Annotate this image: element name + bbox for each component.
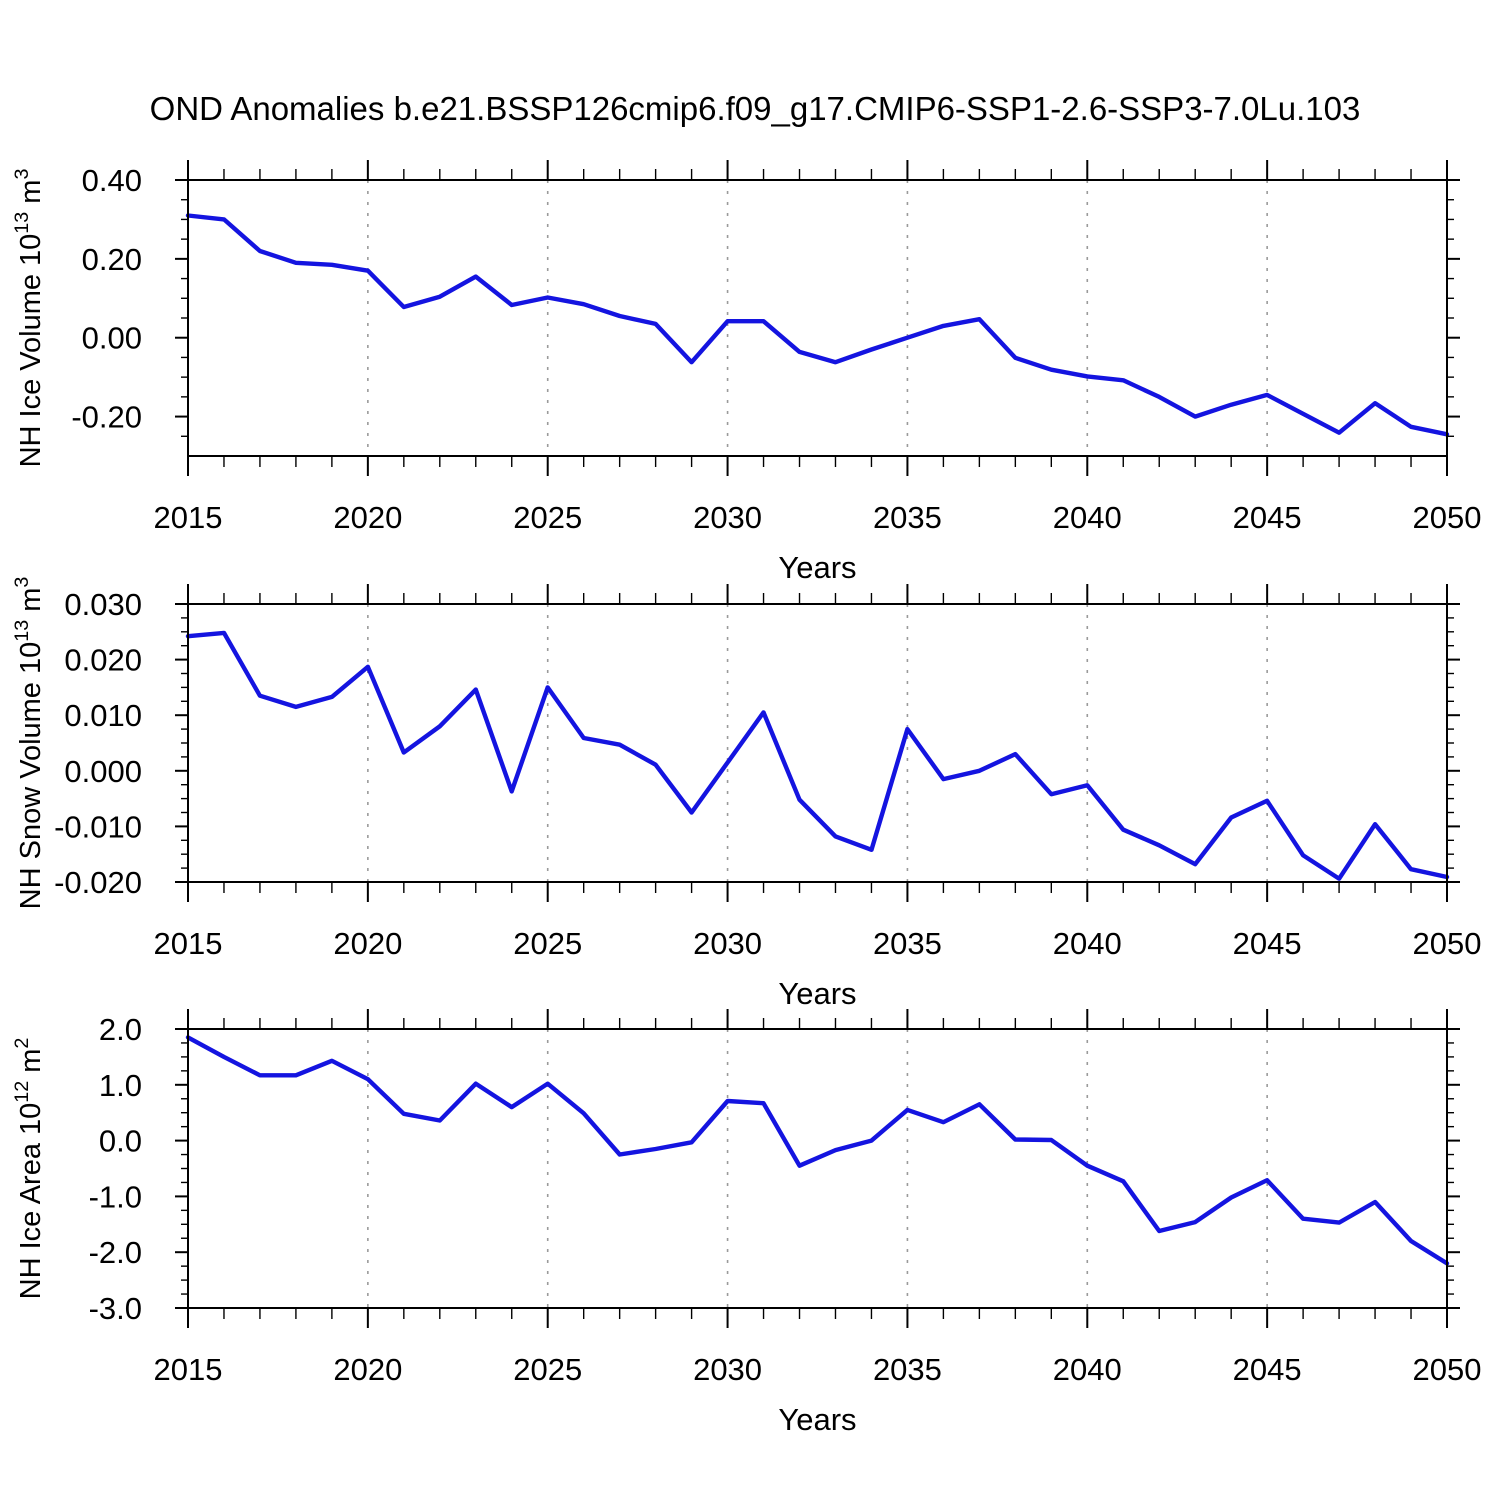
- plot-frame: [187, 603, 1448, 883]
- x-tick-label: 2030: [693, 926, 762, 961]
- x-tick-label: 2050: [1413, 1352, 1482, 1387]
- nh-ice-volume-line: [185, 213, 1450, 437]
- nh-snow-volume-line: [185, 630, 1450, 881]
- panel-nh-snow-volume: 2015 2020 2025 2030 2035 2040 2045 2050 0.030 0.0…: [11, 577, 1481, 1011]
- y-tick-label: 0.20: [82, 242, 142, 277]
- x-tick-label: 2015: [154, 926, 223, 961]
- x-tick-label: 2035: [873, 500, 942, 535]
- panel-nh-ice-volume: 2015 2020 2025 2030 2035 2040 2045 2050 0.40 0.20…: [11, 160, 1481, 585]
- x-tick-label: 2040: [1053, 500, 1122, 535]
- y-tick-label: 1.0: [99, 1068, 142, 1103]
- x-tick-label: 2025: [513, 926, 582, 961]
- x-axis-label: Years: [778, 550, 856, 585]
- y-tick-label: 2.0: [99, 1012, 142, 1047]
- x-axis-label: Years: [778, 976, 856, 1011]
- x-tick-label: 2045: [1233, 926, 1302, 961]
- y-tick-label: -1.0: [89, 1179, 142, 1214]
- x-tick-label: 2050: [1413, 500, 1482, 535]
- y-axis-label: NH Snow Volume 1013​ m3​: [11, 577, 47, 910]
- x-tick-label: 2030: [693, 500, 762, 535]
- x-tick-label: 2020: [333, 926, 402, 961]
- nh-ice-area-line: [185, 1035, 1450, 1266]
- x-tick-label: 2045: [1233, 500, 1302, 535]
- x-tick-label: 2035: [873, 1352, 942, 1387]
- x-tick-label: 2020: [333, 500, 402, 535]
- y-tick-label: 0.000: [64, 754, 142, 789]
- y-tick-label: -2.0: [89, 1235, 142, 1270]
- y-tick-label: 0.40: [82, 163, 142, 198]
- y-tick-label: 0.020: [64, 643, 142, 678]
- y-tick-label: -0.20: [71, 400, 142, 435]
- x-tick-label: 2025: [513, 500, 582, 535]
- x-tick-label: 2035: [873, 926, 942, 961]
- y-tick-label: -3.0: [89, 1291, 142, 1326]
- x-tick-label: 2015: [154, 500, 223, 535]
- y-tick-label: -0.020: [54, 865, 142, 900]
- plot-frame: [187, 1028, 1448, 1309]
- y-tick-label: 0.010: [64, 698, 142, 733]
- chart-title: OND Anomalies b.e21.BSSP126cmip6.f09_g17…: [149, 90, 1361, 127]
- x-tick-label: 2030: [693, 1352, 762, 1387]
- x-axis-label: Years: [778, 1402, 856, 1437]
- y-tick-label: 0.030: [64, 587, 142, 622]
- x-tick-label: 2040: [1053, 926, 1122, 961]
- y-tick-label: -0.010: [54, 809, 142, 844]
- x-tick-label: 2025: [513, 1352, 582, 1387]
- x-tick-label: 2015: [154, 1352, 223, 1387]
- x-tick-label: 2040: [1053, 1352, 1122, 1387]
- x-tick-label: 2045: [1233, 1352, 1302, 1387]
- y-tick-label: 0.00: [82, 321, 142, 356]
- panel-nh-ice-area: 2015 2020 2025 2030 2035 2040 2045 2050 2.0 1.0 0.…: [11, 1009, 1481, 1437]
- y-axis-label: NH Ice Volume 1013​ m3​: [11, 169, 47, 468]
- y-axis-label: NH Ice Area 1012​ m2​: [11, 1038, 47, 1300]
- x-tick-label: 2020: [333, 1352, 402, 1387]
- x-tick-label: 2050: [1413, 926, 1482, 961]
- y-tick-label: 0.0: [99, 1124, 142, 1159]
- plot-frame: [187, 179, 1448, 457]
